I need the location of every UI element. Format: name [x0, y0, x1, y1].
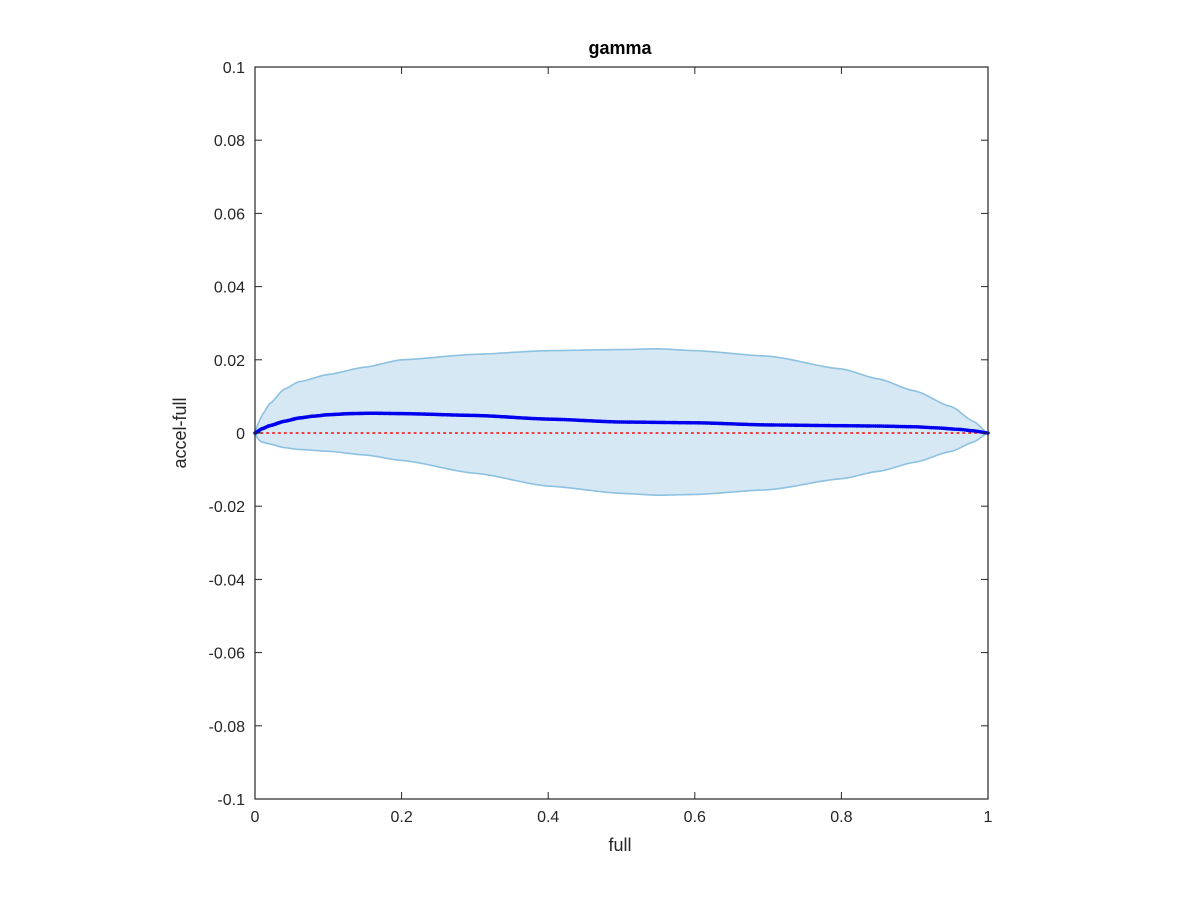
x-tick-label: 0.6: [684, 809, 706, 826]
y-tick-label: 0.06: [214, 206, 245, 223]
x-tick-label: 0: [251, 809, 260, 826]
x-tick-label: 0.8: [830, 809, 852, 826]
x-tick-label: 0.4: [537, 809, 559, 826]
band-upper-edge: [254, 348, 989, 434]
y-axis-label: accel-full: [170, 397, 190, 468]
mean-series: [253, 411, 990, 435]
axes: 0 0.2 0.4 0.6 0.8 1 0.1 0.08 0.06 0.04 0.02 0 -0.02 -…: [209, 60, 993, 826]
y-tick-label: -0.1: [217, 792, 245, 809]
y-tick-label: -0.06: [209, 646, 246, 663]
band-lower-edge: [254, 432, 989, 497]
y-tick-label: -0.02: [209, 499, 246, 516]
x-tick-label: 1: [984, 809, 993, 826]
plot-area: [253, 348, 990, 497]
chart-title: gamma: [588, 38, 652, 58]
y-tick-label: 0.04: [214, 280, 245, 297]
y-tick-label: 0.1: [223, 60, 245, 77]
y-tick-label: 0: [236, 426, 245, 443]
y-tick-label: 0.02: [214, 353, 245, 370]
y-tick-label: 0.08: [214, 133, 245, 150]
x-axis-label: full: [608, 835, 631, 855]
y-tick-label: -0.08: [209, 719, 246, 736]
y-tick-label: -0.04: [209, 572, 246, 589]
x-tick-label: 0.2: [390, 809, 412, 826]
